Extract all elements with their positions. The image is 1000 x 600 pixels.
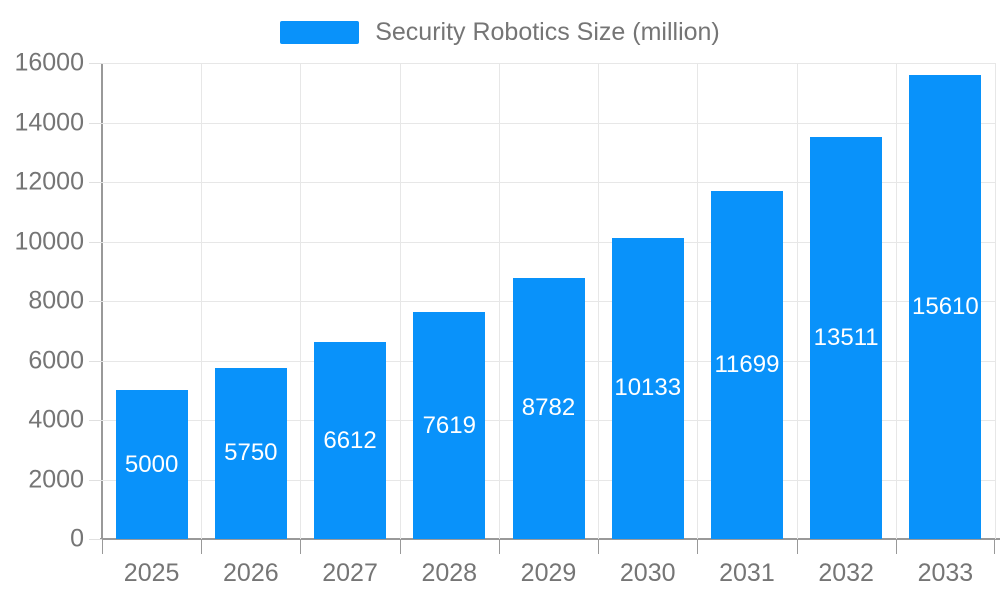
x-axis-line (100, 538, 1000, 540)
y-axis-tick (89, 479, 102, 481)
x-tick-label: 2025 (123, 559, 180, 587)
x-axis-tick (994, 539, 995, 554)
x-axis-tick (102, 539, 103, 554)
y-tick-label: 14000 (14, 108, 84, 136)
v-gridline (796, 63, 798, 539)
x-tick-label: 2027 (322, 559, 378, 587)
y-axis-tick (89, 360, 102, 362)
y-axis-tick (89, 182, 102, 183)
y-axis-tick (89, 539, 102, 540)
h-gridline (102, 122, 995, 124)
x-tick-label: 2030 (619, 559, 676, 587)
v-gridline (598, 63, 600, 539)
v-gridline (498, 63, 500, 539)
y-axis-tick (89, 420, 102, 421)
x-tick-label: 2031 (719, 559, 775, 587)
y-axis-tick (89, 63, 102, 64)
bar-value-label: 8782 (521, 394, 576, 422)
y-axis-tick (89, 241, 102, 243)
plot-area: 0 2000 4000 6000 8000 10000 12000 14000 16000 202… (14, 50, 1000, 586)
bar-value-label: 5000 (124, 450, 179, 478)
x-tick-label: 2032 (818, 559, 874, 587)
bar-2031[interactable]: 11699 (710, 190, 783, 539)
x-axis-tick (697, 539, 699, 554)
x-axis-tick (498, 539, 500, 554)
y-tick-label: 16000 (14, 48, 84, 77)
bar-value-label: 7619 (422, 411, 476, 439)
y-tick-label: 10000 (14, 227, 84, 255)
v-gridline (300, 63, 302, 539)
bar-value-label: 13511 (813, 324, 879, 352)
v-gridline (995, 63, 996, 539)
x-tick-label: 2028 (421, 559, 478, 587)
v-gridline (399, 63, 401, 539)
v-gridline (697, 63, 699, 539)
bar-2028[interactable]: 7619 (413, 312, 486, 539)
h-gridline (102, 241, 995, 243)
bar-value-label: 10133 (614, 374, 682, 402)
bar-value-label: 15610 (912, 292, 979, 320)
y-tick-label: 0 (70, 524, 84, 553)
legend-item[interactable]: Security Robotics Size (million) (0, 18, 1000, 46)
x-axis-tick (399, 539, 401, 554)
x-axis-tick (895, 539, 897, 554)
legend-label: Security Robotics Size (million) (375, 18, 720, 46)
y-tick-label: 4000 (28, 405, 84, 434)
bar-2025[interactable]: 5000 (115, 390, 188, 539)
y-tick-label: 8000 (28, 286, 84, 315)
h-gridline (102, 182, 995, 183)
bar-2026[interactable]: 5750 (214, 367, 287, 539)
h-gridline (102, 63, 995, 64)
bar-2030[interactable]: 10133 (611, 237, 684, 539)
x-axis-tick (201, 539, 203, 554)
bar-value-label: 5750 (224, 439, 278, 467)
x-tick-label: 2026 (223, 559, 279, 587)
v-gridline (895, 63, 897, 539)
bar-value-label: 11699 (714, 350, 780, 378)
x-axis-tick (796, 539, 798, 554)
v-gridline (201, 63, 203, 539)
bar-2033[interactable]: 15610 (909, 74, 982, 539)
bar-2027[interactable]: 6612 (314, 342, 387, 539)
x-tick-label: 2033 (917, 559, 974, 587)
x-axis-tick (300, 539, 302, 554)
y-axis-tick (89, 122, 102, 124)
legend-swatch-icon (280, 20, 360, 44)
y-tick-label: 6000 (28, 346, 84, 374)
x-tick-label: 2029 (520, 559, 577, 587)
bar-2032[interactable]: 13511 (810, 137, 883, 539)
bar-2029[interactable]: 8782 (512, 277, 585, 539)
y-axis-tick (89, 301, 102, 302)
x-axis-tick (598, 539, 600, 554)
y-tick-label: 12000 (14, 167, 84, 196)
bar-value-label: 6612 (323, 426, 377, 454)
y-tick-label: 2000 (28, 465, 84, 493)
